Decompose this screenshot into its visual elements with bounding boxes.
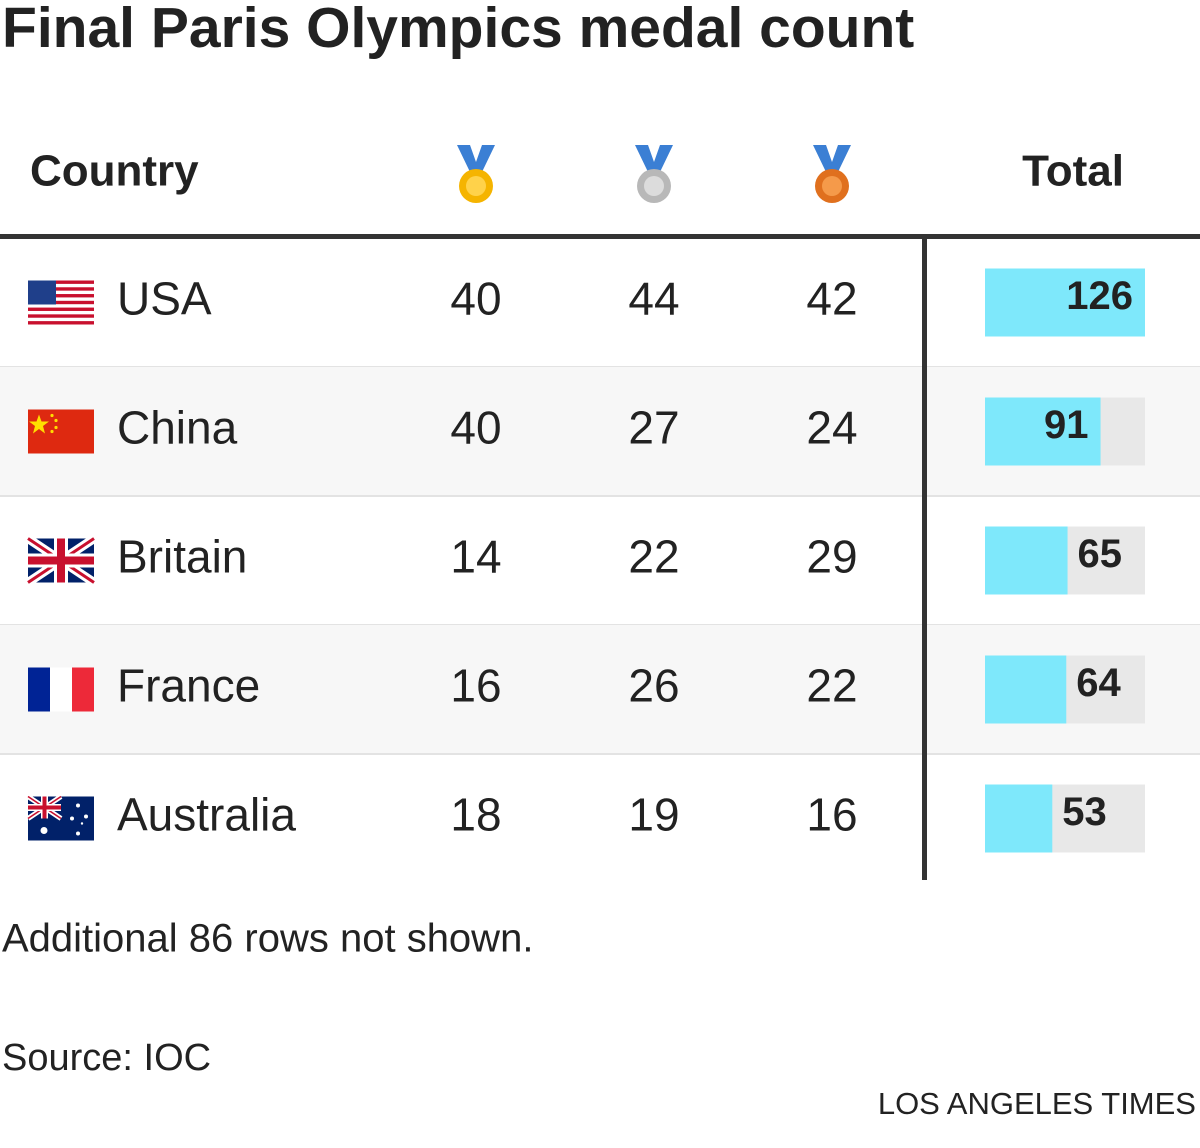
flag [28, 280, 94, 325]
total-label: 64 [1076, 661, 1121, 705]
flag [28, 667, 94, 712]
total-bar [985, 397, 1101, 466]
country-name: France [117, 660, 260, 712]
header-rule [0, 234, 1200, 239]
gold-count: 14 [450, 531, 501, 583]
flag [28, 409, 94, 454]
country-name: Britain [117, 531, 247, 583]
country-name: USA [117, 273, 212, 325]
total-bar [985, 268, 1145, 337]
total-bar [985, 784, 1053, 853]
title: Final Paris Olympics medal count [2, 0, 914, 60]
gold-count: 40 [450, 402, 501, 454]
total-label: 53 [1062, 790, 1107, 834]
row-separator [0, 753, 1200, 755]
total-label: 65 [1078, 532, 1123, 576]
gold-count: 16 [450, 660, 501, 712]
gold-count: 18 [450, 789, 501, 841]
total-bar [985, 655, 1067, 724]
flag [25, 534, 97, 587]
column-rule [922, 238, 927, 880]
bronze-count: 42 [806, 273, 857, 325]
bronze-medal-icon [813, 145, 851, 203]
bronze-count: 16 [806, 789, 857, 841]
bronze-count: 29 [806, 531, 857, 583]
silver-count: 26 [628, 660, 679, 712]
silver-count: 22 [628, 531, 679, 583]
country-name: China [117, 402, 238, 454]
gold-count: 40 [450, 273, 501, 325]
note: Additional 86 rows not shown. [2, 917, 533, 961]
flag [26, 794, 94, 841]
bronze-count: 22 [806, 660, 857, 712]
source: Source: IOC [2, 1037, 211, 1079]
total-label: 126 [1066, 274, 1133, 318]
bronze-count: 24 [806, 402, 857, 454]
silver-count: 19 [628, 789, 679, 841]
header-total: Total [1022, 147, 1124, 196]
silver-count: 27 [628, 402, 679, 454]
gold-medal-icon [457, 145, 495, 203]
total-bar [985, 526, 1068, 595]
row-separator [0, 495, 1200, 497]
header-country: Country [30, 147, 199, 196]
total-label: 91 [1044, 403, 1089, 447]
country-name: Australia [117, 789, 296, 841]
silver-count: 44 [628, 273, 679, 325]
silver-medal-icon [635, 145, 673, 203]
credit: LOS ANGELES TIMES [878, 1086, 1196, 1121]
